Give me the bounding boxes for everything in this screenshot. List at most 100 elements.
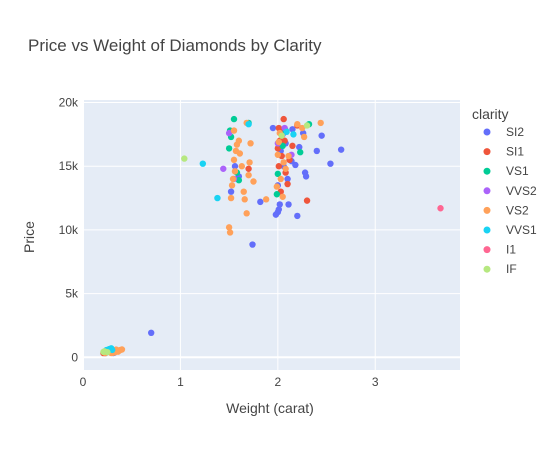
data-point[interactable] (285, 201, 292, 208)
data-point[interactable] (250, 178, 257, 185)
data-point[interactable] (227, 194, 235, 202)
legend[interactable]: clarity SI2 SI1 VS1 VVS2 VS2 VVS1 I1 IF (472, 106, 537, 276)
data-point[interactable] (327, 160, 334, 167)
data-point[interactable] (274, 170, 282, 178)
data-point[interactable] (284, 175, 291, 183)
y-tick-label: 0 (71, 350, 78, 364)
data-point[interactable] (275, 206, 283, 213)
data-point[interactable] (249, 241, 256, 248)
data-point[interactable] (303, 122, 311, 129)
chart-title: Price vs Weight of Diamonds by Clarity (28, 36, 322, 55)
data-point[interactable] (275, 138, 283, 146)
data-point[interactable] (225, 129, 233, 137)
data-point[interactable] (292, 161, 299, 169)
data-point[interactable] (225, 145, 233, 152)
legend-item-vvs1[interactable]: VVS1 (483, 223, 538, 237)
data-point[interactable] (214, 194, 221, 202)
data-point[interactable] (313, 147, 320, 155)
data-point[interactable] (285, 152, 292, 160)
data-point[interactable] (225, 224, 233, 231)
data-point[interactable] (276, 201, 283, 208)
data-point[interactable] (337, 146, 345, 153)
data-point[interactable] (229, 175, 237, 183)
y-axis-title: Price (21, 221, 37, 253)
data-point[interactable] (273, 183, 281, 190)
data-point[interactable] (280, 159, 287, 166)
legend-item-i1[interactable]: I1 (483, 243, 517, 257)
data-point[interactable] (236, 150, 244, 157)
series-if (100, 122, 311, 356)
data-point[interactable] (238, 163, 245, 170)
data-point[interactable] (275, 163, 283, 170)
data-point[interactable] (277, 175, 284, 183)
data-point[interactable] (226, 229, 234, 236)
legend-item-si2[interactable]: SI2 (483, 125, 525, 139)
legend-item-vvs2[interactable]: VVS2 (483, 184, 538, 198)
data-point[interactable] (269, 124, 277, 132)
data-point[interactable] (262, 196, 270, 203)
data-point[interactable] (230, 127, 238, 134)
data-point[interactable] (104, 348, 111, 356)
data-point[interactable] (273, 191, 281, 198)
data-point[interactable] (294, 120, 301, 128)
data-point[interactable] (109, 346, 116, 354)
data-point[interactable] (302, 173, 310, 180)
data-point[interactable] (257, 198, 264, 206)
data-point[interactable] (147, 329, 155, 337)
data-point[interactable] (245, 165, 252, 172)
data-point[interactable] (230, 115, 238, 123)
legend-item-if[interactable]: IF (483, 262, 517, 276)
data-point[interactable] (303, 197, 311, 204)
data-point[interactable] (246, 159, 253, 166)
data-point[interactable] (278, 132, 285, 139)
data-point[interactable] (297, 149, 304, 156)
legend-item-vs1[interactable]: VS1 (483, 164, 530, 178)
plot-area[interactable] (83, 100, 460, 370)
data-point[interactable] (228, 182, 236, 189)
data-point[interactable] (284, 180, 291, 188)
data-point[interactable] (317, 119, 324, 127)
data-point[interactable] (289, 126, 296, 133)
legend-label: VS2 (506, 203, 529, 217)
data-point[interactable] (245, 171, 252, 179)
data-point[interactable] (274, 151, 282, 158)
data-point[interactable] (274, 145, 282, 152)
data-point[interactable] (231, 163, 239, 170)
data-point[interactable] (241, 196, 248, 203)
data-point[interactable] (181, 155, 188, 162)
data-point[interactable] (240, 188, 247, 195)
legend-item-si1[interactable]: SI1 (483, 145, 525, 159)
data-point[interactable] (199, 160, 207, 167)
data-point[interactable] (247, 140, 254, 147)
data-point[interactable] (279, 193, 286, 200)
data-point[interactable] (243, 210, 250, 217)
data-point[interactable] (294, 212, 301, 220)
legend-label: VVS2 (506, 184, 537, 198)
series-i1 (437, 205, 444, 212)
data-point[interactable] (290, 131, 297, 138)
data-point[interactable] (220, 165, 227, 172)
data-point[interactable] (235, 177, 243, 184)
data-point[interactable] (296, 143, 303, 151)
data-points (100, 115, 444, 357)
data-point[interactable] (437, 205, 444, 212)
data-point[interactable] (282, 165, 289, 172)
legend-item-vs2[interactable]: VS2 (483, 203, 530, 217)
data-point[interactable] (298, 124, 306, 132)
legend-marker (483, 226, 491, 234)
data-point[interactable] (289, 142, 296, 150)
data-point[interactable] (231, 168, 239, 175)
data-point[interactable] (281, 137, 288, 144)
data-point[interactable] (245, 120, 252, 128)
data-point[interactable] (227, 188, 235, 195)
data-point[interactable] (230, 156, 238, 164)
data-point[interactable] (235, 137, 243, 144)
legend-marker (483, 187, 491, 195)
y-tick-label: 15k (59, 159, 79, 173)
data-point[interactable] (318, 132, 325, 139)
legend-items[interactable]: SI2 SI1 VS1 VVS2 VS2 VVS1 I1 IF (483, 125, 538, 276)
legend-label: I1 (506, 243, 516, 257)
data-point[interactable] (300, 133, 308, 141)
data-point[interactable] (283, 128, 290, 136)
data-point[interactable] (280, 115, 287, 123)
